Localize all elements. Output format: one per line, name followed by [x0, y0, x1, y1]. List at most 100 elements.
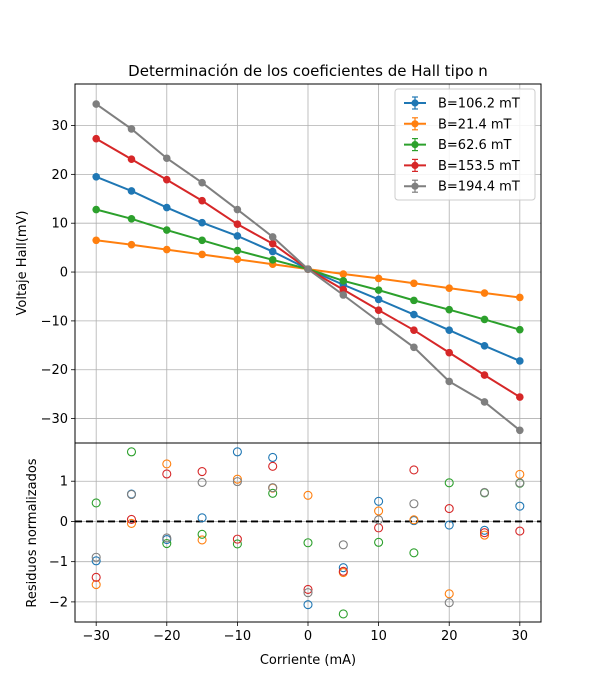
- data-point: [339, 285, 348, 294]
- residual-point: [303, 538, 313, 548]
- data-point: [445, 326, 454, 334]
- residual-point: [197, 467, 207, 477]
- data-point: [198, 178, 206, 187]
- residual-point: [91, 552, 101, 562]
- residual-point: [91, 498, 101, 508]
- bottom-y-ticks: −2 −1 0 1: [49, 475, 75, 610]
- data-point: [516, 393, 524, 401]
- data-point: [92, 100, 100, 108]
- bottom-y-axis-label: Residuos normalizados: [25, 458, 40, 607]
- x-axis-label: Corriente (mA): [260, 653, 356, 668]
- residual-point: [232, 477, 242, 487]
- data-point: [162, 154, 171, 163]
- residual-point: [91, 572, 101, 582]
- residual-point: [303, 600, 313, 610]
- residual-point: [232, 534, 242, 544]
- residual-point: [409, 465, 419, 475]
- legend-items: B=106.2 mT B=21.4 mT B=62.6 mT B=153.5 mT B=…: [404, 96, 520, 195]
- data-point: [339, 277, 348, 285]
- residual-point: [479, 487, 490, 498]
- data-point: [127, 240, 136, 249]
- data-point: [127, 125, 136, 133]
- data-point: [410, 310, 418, 319]
- data-point: [445, 377, 454, 386]
- data-point: [127, 187, 136, 195]
- residual-point: [91, 556, 101, 566]
- data-point: [410, 343, 418, 352]
- residual-point: [268, 483, 278, 493]
- residual-point: [162, 533, 172, 543]
- residual-point: [268, 488, 278, 498]
- legend-label: B=62.6 mT: [438, 138, 512, 153]
- legend-marker: [411, 182, 419, 190]
- data-point: [374, 317, 383, 326]
- residual-point: [515, 526, 525, 536]
- residual-point: [409, 515, 419, 525]
- data-point: [374, 306, 383, 314]
- residual-point: [444, 520, 454, 530]
- residual-point: [126, 489, 137, 500]
- residual-point: [268, 452, 278, 463]
- data-point: [233, 205, 242, 214]
- y-tick-label: −2: [49, 595, 68, 610]
- data-point: [410, 296, 418, 305]
- residual-point: [197, 529, 207, 539]
- legend: B=106.2 mT B=21.4 mT B=62.6 mT B=153.5 mT B=…: [394, 88, 536, 201]
- residual-point: [197, 513, 207, 523]
- residual-point: [444, 478, 454, 488]
- legend-box: [394, 88, 536, 201]
- x-tick-label: 30: [512, 629, 529, 644]
- residual-point: [232, 539, 242, 549]
- data-point: [480, 342, 489, 350]
- data-point: [516, 426, 524, 435]
- residual-point: [409, 548, 419, 558]
- data-point: [233, 255, 242, 264]
- x-tick-label: −10: [224, 629, 251, 644]
- legend-label: B=153.5 mT: [438, 159, 520, 174]
- data-point: [198, 196, 206, 205]
- data-point: [162, 226, 171, 234]
- data-point: [162, 203, 171, 212]
- residual-point: [303, 588, 313, 598]
- residual-point: [91, 580, 101, 590]
- y-tick-label: −1: [49, 555, 68, 570]
- legend-marker: [411, 99, 419, 107]
- data-point: [374, 295, 383, 304]
- legend-marker: [411, 161, 419, 169]
- residual-point: [268, 461, 278, 471]
- chart-title: Determinación de los coeficientes de Hal…: [128, 62, 488, 80]
- y-tick-label: 0: [60, 515, 68, 530]
- data-point: [92, 134, 100, 143]
- data-point: [268, 256, 277, 264]
- residual-point: [162, 539, 172, 549]
- residual-point: [126, 518, 137, 528]
- bottom-series-group: [91, 447, 525, 619]
- data-point: [480, 289, 489, 297]
- data-point: [92, 173, 100, 181]
- top-y-ticks: −30 −20 −10 0 10 20 30: [41, 119, 75, 427]
- x-tick-label: 10: [370, 629, 387, 644]
- data-point: [92, 236, 100, 245]
- data-point: [233, 220, 242, 228]
- residual-point: [303, 584, 313, 594]
- residual-point: [374, 537, 384, 547]
- x-tick-label: 0: [304, 629, 312, 644]
- data-point: [127, 215, 136, 223]
- data-point: [198, 236, 206, 245]
- residual-point: [374, 496, 384, 506]
- data-point: [304, 265, 312, 273]
- data-point: [480, 315, 489, 324]
- y-tick-label: −10: [41, 314, 68, 329]
- residual-point: [338, 540, 348, 550]
- data-point: [374, 274, 383, 283]
- data-point: [445, 305, 454, 314]
- legend-marker: [411, 120, 419, 128]
- data-point: [162, 245, 171, 254]
- residual-point: [479, 528, 490, 538]
- x-tick-label: −20: [153, 629, 180, 644]
- data-point: [480, 398, 489, 406]
- data-point: [339, 270, 348, 278]
- residual-point: [162, 459, 172, 469]
- x-ticks: −30 −20 −10 0 10 20 30: [82, 622, 528, 644]
